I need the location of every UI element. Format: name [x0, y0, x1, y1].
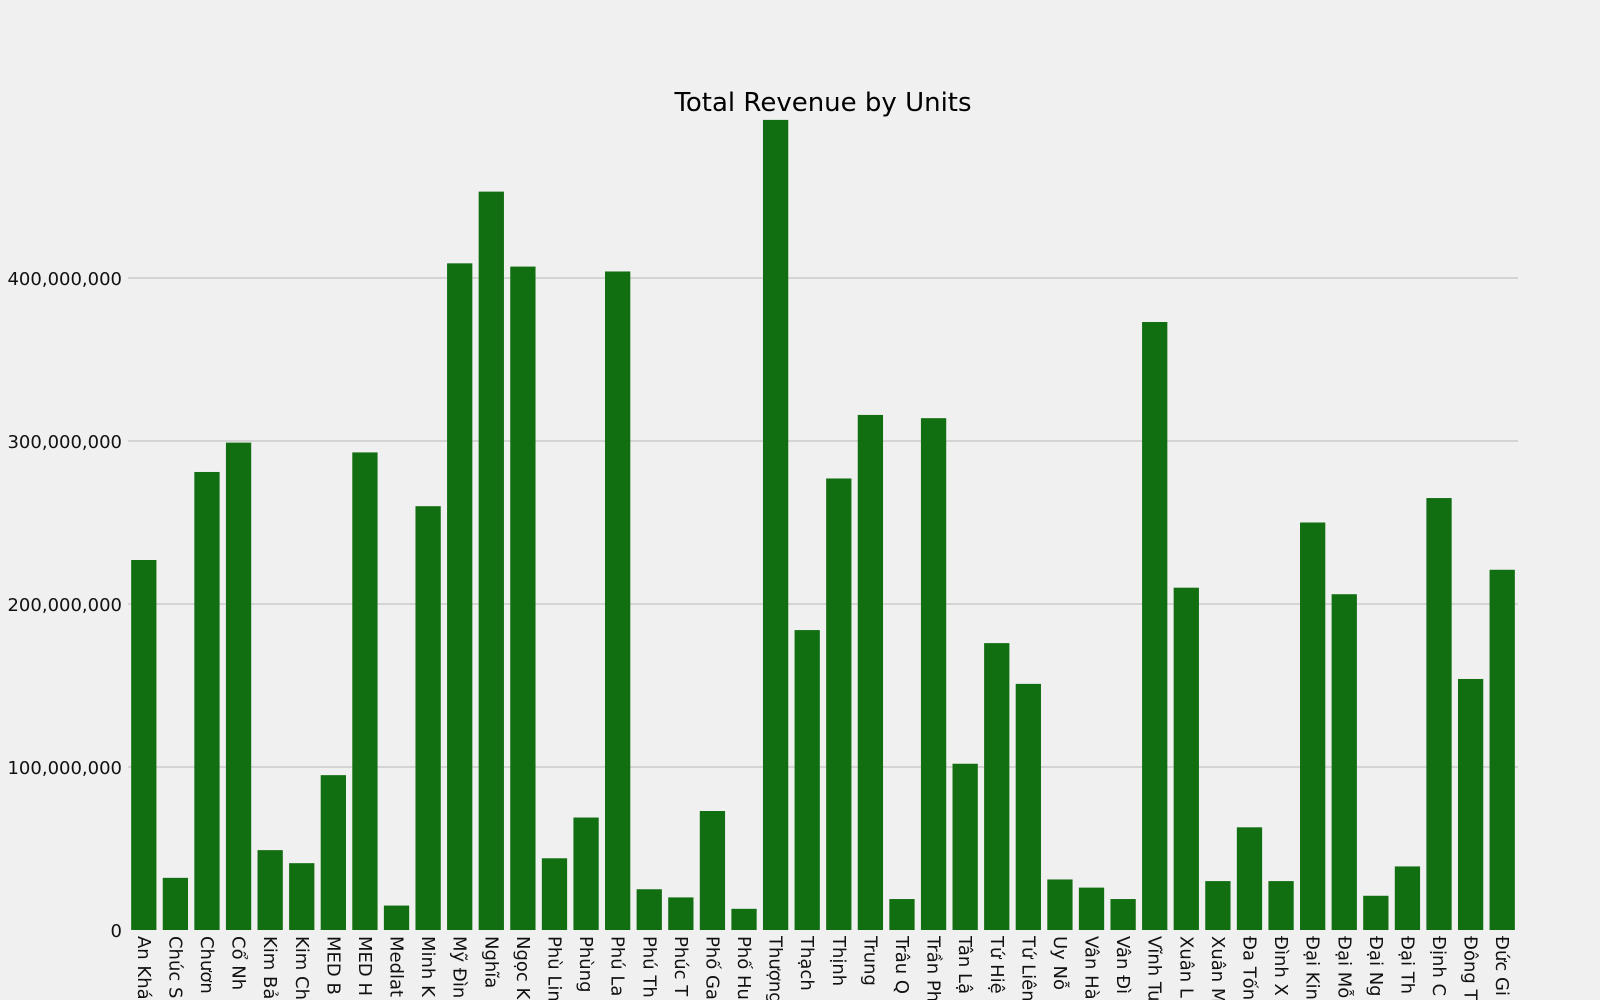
bar — [1236, 827, 1263, 930]
x-tick-label: Vĩnh Tu — [1144, 936, 1165, 1000]
bar — [510, 266, 536, 931]
x-tick-label: Kim Bả — [259, 936, 280, 999]
x-tick-label: Thượng — [765, 935, 786, 1000]
bar — [415, 506, 441, 930]
bar — [573, 817, 599, 930]
x-tick-label: Ngọc K — [512, 936, 533, 1000]
bar — [857, 414, 884, 930]
bar — [762, 119, 789, 930]
x-tick-label: Đông T — [1460, 936, 1481, 1000]
bar — [826, 478, 852, 930]
bar — [1047, 879, 1073, 930]
bar — [668, 897, 694, 930]
bar — [731, 908, 757, 930]
x-tick-label: Kim Ch — [291, 936, 312, 1000]
bar — [257, 850, 283, 930]
x-tick-label: Tân Lậ — [954, 935, 975, 994]
bar — [920, 418, 947, 930]
x-tick-label: Mỹ Đìn — [449, 936, 470, 998]
y-axis-tick-labels: 0 100,000,000 200,000,000 300,000,000 400,00… — [7, 269, 122, 942]
bar — [447, 263, 473, 931]
x-tick-label: Phố Ga — [701, 936, 722, 1000]
x-tick-label: Xuân L — [1175, 936, 1196, 998]
y-tick-label: 300,000,000 — [7, 432, 122, 453]
x-tick-label: Phố Hu — [733, 936, 754, 1000]
bar — [1457, 678, 1484, 930]
bar — [636, 889, 662, 930]
x-tick-label: Phú Th — [638, 936, 659, 998]
bar — [1394, 866, 1421, 930]
x-tick-label: Tứ Liên — [1017, 935, 1038, 1000]
bar — [699, 811, 726, 930]
bar — [1205, 881, 1231, 930]
bars — [131, 119, 1515, 931]
bar — [320, 775, 346, 930]
bar — [289, 863, 315, 930]
x-tick-label: Cổ Nh — [228, 936, 249, 990]
x-tick-label: Nghĩa — [480, 936, 501, 988]
x-axis-tick-labels: An Khá Chúc S Chươn Cổ Nh Kim Bả Kim Ch MED B M… — [133, 935, 1512, 1000]
bar — [889, 899, 915, 930]
bar — [1142, 322, 1168, 930]
bar — [1489, 569, 1515, 930]
bar — [1015, 683, 1041, 930]
x-tick-label: Đức Gi — [1491, 936, 1512, 996]
x-tick-label: Định C — [1428, 936, 1449, 996]
x-tick-label: MED H — [354, 936, 375, 996]
bar — [383, 905, 410, 930]
x-tick-label: Medlat — [386, 936, 407, 997]
x-tick-label: Đại Th — [1396, 936, 1417, 994]
x-tick-label: Phúc T — [670, 936, 691, 997]
x-tick-label: MED B — [322, 936, 343, 995]
x-tick-label: Đình X — [1270, 936, 1291, 996]
x-tick-label: Chươn — [196, 936, 217, 994]
x-tick-label: Trung — [859, 935, 880, 986]
x-tick-label: Thịnh — [828, 935, 849, 986]
x-tick-label: Đại Ng — [1365, 936, 1386, 997]
bar — [162, 877, 189, 930]
bar — [1173, 587, 1199, 930]
x-tick-label: Trâu Q — [891, 935, 912, 994]
bar — [794, 630, 820, 930]
bar — [478, 191, 504, 931]
x-tick-label: Đa Tốn — [1238, 936, 1259, 1000]
y-tick-label: 0 — [111, 921, 122, 942]
bar — [1331, 594, 1357, 930]
x-tick-label: Đại Kin — [1302, 936, 1323, 1000]
bar — [1268, 881, 1294, 930]
x-tick-label: Xuân M — [1207, 936, 1228, 1000]
bar — [1300, 522, 1326, 930]
y-tick-label: 200,000,000 — [7, 595, 122, 616]
x-tick-label: Đại Mỗ — [1333, 936, 1354, 998]
bar — [131, 559, 157, 930]
x-tick-label: Phù Lin — [543, 936, 564, 1000]
bar — [1078, 887, 1105, 930]
x-tick-label: Phú La — [607, 936, 628, 996]
bar — [352, 452, 378, 930]
bar — [984, 643, 1010, 930]
bar — [952, 763, 978, 930]
bar — [225, 442, 252, 930]
bar — [605, 271, 631, 931]
x-tick-label: Chúc S — [164, 936, 185, 998]
bar — [194, 471, 220, 930]
x-tick-label: Vân Đì — [1112, 936, 1133, 994]
x-tick-label: Uy Nỗ — [1049, 936, 1070, 990]
chart-title: Total Revenue by Units — [673, 88, 971, 118]
x-tick-label: Minh K — [417, 936, 438, 998]
y-tick-label: 100,000,000 — [7, 758, 122, 779]
x-tick-label: Thạch — [796, 935, 817, 991]
bar — [1426, 498, 1452, 930]
x-tick-label: Vân Hà — [1081, 936, 1102, 1000]
x-tick-label: Phùng — [575, 936, 596, 993]
bar — [541, 858, 568, 930]
bar — [1363, 895, 1389, 930]
x-tick-label: An Khá — [133, 936, 154, 1000]
x-tick-label: Trần Ph — [923, 935, 944, 1000]
bar — [1110, 899, 1136, 930]
y-tick-label: 400,000,000 — [7, 269, 122, 290]
x-tick-label: Tứ Hiệ — [986, 935, 1007, 994]
